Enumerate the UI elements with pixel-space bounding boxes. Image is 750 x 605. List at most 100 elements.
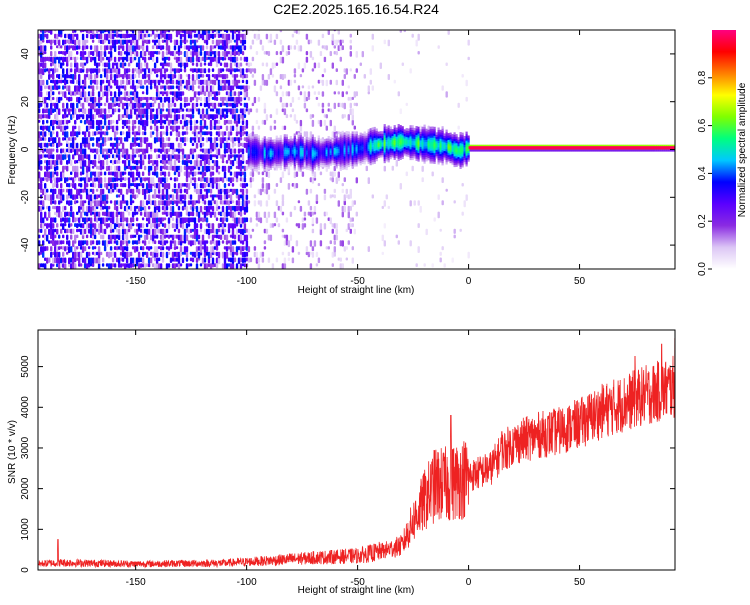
noise-cell: [381, 251, 384, 255]
carrier-cell: [281, 141, 284, 145]
noise-cell: [235, 165, 239, 169]
noise-cell: [83, 51, 87, 55]
noise-cell: [117, 102, 121, 108]
noise-cell: [129, 223, 133, 230]
noise-cell: [295, 119, 299, 124]
noise-cell: [217, 45, 221, 50]
noise-cell: [239, 251, 243, 255]
noise-cell: [111, 183, 115, 189]
noise-cell: [125, 177, 129, 181]
noise-cell: [153, 257, 157, 262]
noise-cell: [333, 39, 336, 45]
noise-cell: [231, 45, 235, 52]
noise-cell: [181, 205, 185, 211]
noise-cell: [109, 114, 113, 118]
carrier-cell: [359, 143, 362, 146]
noise-cell: [219, 142, 223, 149]
noise-cell: [317, 257, 321, 264]
noise-cell: [113, 45, 117, 52]
noise-cell: [207, 51, 211, 57]
noise-cell: [83, 263, 87, 269]
carrier-cell: [359, 156, 362, 159]
carrier-cell: [311, 143, 314, 146]
noise-cell: [76, 257, 79, 261]
noise-cell: [113, 165, 117, 171]
carrier-cell: [395, 142, 398, 146]
noise-cell: [287, 257, 291, 261]
carrier-cell: [313, 143, 316, 147]
carrier-cell: [323, 160, 326, 164]
noise-cell: [157, 39, 161, 46]
noise-cell: [109, 228, 113, 234]
noise-cell: [317, 62, 321, 69]
noise-cell: [78, 79, 81, 86]
carrier-cell: [263, 142, 266, 146]
noise-cell: [195, 263, 199, 269]
noise-cell: [123, 33, 127, 39]
noise-cell: [54, 251, 57, 258]
noise-cell: [241, 142, 245, 147]
noise-cell: [155, 137, 159, 143]
noise-cell: [123, 205, 127, 212]
noise-cell: [203, 165, 207, 171]
noise-cell: [207, 200, 211, 206]
noise-cell: [151, 131, 155, 135]
noise-cell: [89, 240, 93, 246]
carrier-cell: [325, 140, 328, 144]
noise-cell: [141, 217, 145, 221]
noise-cell: [111, 45, 115, 49]
noise-cell: [74, 148, 77, 156]
noise-cell: [70, 79, 73, 84]
noise-cell: [227, 148, 231, 153]
noise-cell: [66, 85, 69, 92]
noise-cell: [179, 85, 183, 91]
noise-cell: [175, 108, 179, 113]
noise-cell: [143, 68, 147, 75]
carrier-cell: [393, 148, 396, 152]
carrier-cell: [371, 146, 374, 150]
noise-cell: [89, 263, 93, 267]
noise-cell: [91, 51, 95, 56]
carrier-cell: [313, 141, 316, 144]
noise-cell: [241, 131, 245, 136]
carrier-cell: [307, 165, 310, 168]
carrier-cell: [373, 131, 376, 134]
noise-cell: [113, 240, 117, 244]
carrier-cell: [391, 154, 394, 158]
noise-cell: [185, 160, 189, 167]
noise-cell: [161, 183, 165, 188]
carrier-cell: [325, 145, 328, 148]
noise-cell: [52, 160, 55, 165]
noise-cell: [103, 223, 107, 227]
noise-cell: [127, 33, 131, 38]
noise-cell: [70, 137, 73, 142]
noise-cell: [317, 183, 321, 187]
noise-cell: [221, 154, 225, 161]
carrier-cell: [305, 160, 308, 164]
noise-cell: [58, 79, 61, 84]
noise-cell: [87, 91, 91, 97]
noise-cell: [68, 85, 71, 93]
carrier-cell: [369, 154, 372, 157]
noise-cell: [237, 154, 241, 161]
noise-cell: [219, 56, 223, 61]
carrier-cell: [311, 147, 314, 150]
noise-cell: [223, 263, 227, 269]
noise-cell: [347, 131, 350, 136]
noise-cell: [191, 234, 195, 239]
noise-cell: [199, 240, 203, 247]
carrier-cell: [339, 161, 342, 165]
noise-cell: [109, 102, 113, 110]
noise-cell: [187, 154, 191, 160]
carrier-cell: [391, 139, 394, 143]
noise-cell: [221, 108, 225, 115]
carrier-cell: [295, 149, 298, 153]
noise-cell: [62, 68, 65, 75]
noise-cell: [121, 160, 125, 164]
noise-cell: [115, 108, 119, 113]
noise-cell: [129, 194, 133, 202]
noise-cell: [117, 228, 121, 236]
noise-cell: [95, 30, 99, 34]
noise-cell: [179, 102, 183, 110]
noise-cell: [111, 119, 115, 124]
